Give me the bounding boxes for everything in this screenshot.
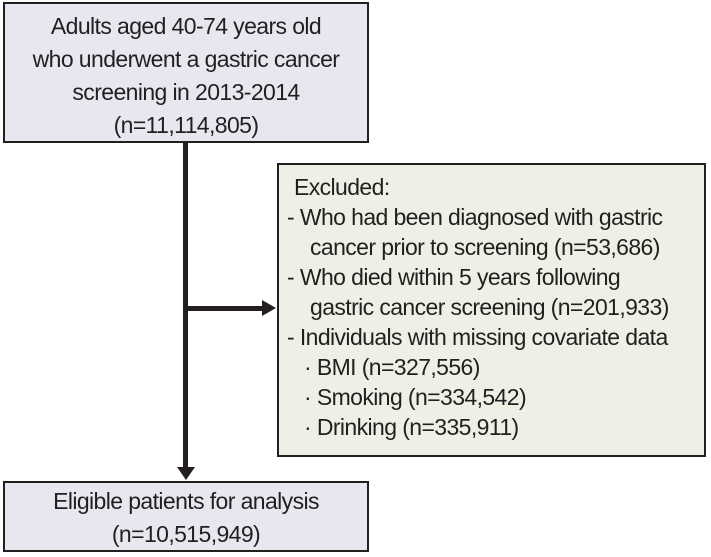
exclusion-arrow-line <box>185 306 263 311</box>
excluded-item-continuation: cancer prior to screening (n=53,686) <box>310 234 660 260</box>
flow-arrowhead-down-icon <box>177 467 195 480</box>
flow-arrow-vertical-line <box>183 143 188 468</box>
excluded-subitem: · Smoking (n=334,542) <box>304 384 527 410</box>
population-line: who underwent a gastric cancer <box>32 46 340 72</box>
excluded-item: - Individuals with missing covariate dat… <box>287 324 668 350</box>
population-line: Adults aged 40-74 years old <box>50 13 322 39</box>
exclusion-arrowhead-right-icon <box>262 300 276 316</box>
population-count: (n=11,114,805) <box>113 112 259 138</box>
population-line: screening in 2013-2014 <box>72 79 300 105</box>
excluded-item-continuation: gastric cancer screening (n=201,933) <box>310 294 669 320</box>
eligible-count: (n=10,515,949) <box>111 521 261 547</box>
excluded-subitem: · Drinking (n=335,911) <box>304 414 519 440</box>
excluded-item: - Who died within 5 years following <box>287 264 621 290</box>
excluded-subitem: · BMI (n=327,556) <box>304 354 480 380</box>
excluded-box: Excluded: - Who had been diagnosed with … <box>277 163 706 457</box>
eligible-box: Eligible patients for analysis (n=10,515… <box>3 481 369 552</box>
excluded-item: - Who had been diagnosed with gastric <box>287 204 663 230</box>
excluded-heading: Excluded: <box>294 174 390 200</box>
population-box: Adults aged 40-74 years old who underwen… <box>3 2 369 143</box>
eligible-line: Eligible patients for analysis <box>53 488 319 514</box>
